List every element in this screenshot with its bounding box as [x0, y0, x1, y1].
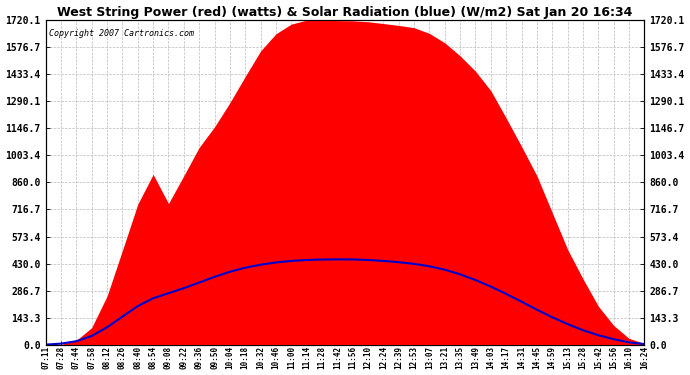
Title: West String Power (red) (watts) & Solar Radiation (blue) (W/m2) Sat Jan 20 16:34: West String Power (red) (watts) & Solar …: [57, 6, 633, 18]
Text: Copyright 2007 Cartronics.com: Copyright 2007 Cartronics.com: [49, 30, 194, 39]
